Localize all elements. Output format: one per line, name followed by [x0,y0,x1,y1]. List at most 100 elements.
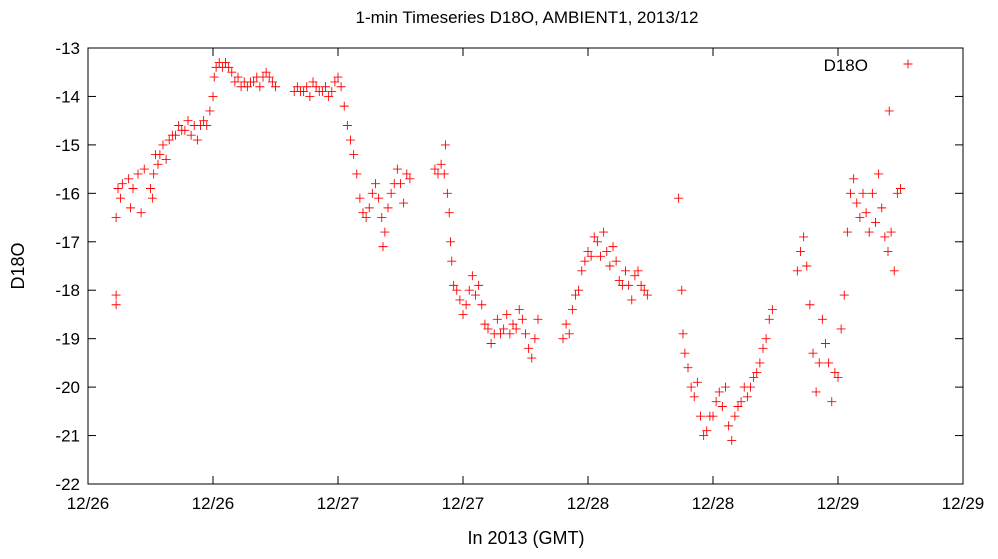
data-point [605,261,615,271]
y-tick-label: -21 [55,427,80,446]
data-point [799,232,809,242]
data-point [884,106,894,116]
data-point [702,426,712,436]
data-point [111,290,121,300]
data-point [327,87,337,97]
data-point [592,237,602,247]
data-point [736,397,746,407]
y-tick-label: -15 [55,136,80,155]
legend-marker [903,59,913,69]
data-point [224,62,234,72]
data-point [864,227,874,237]
data-point [636,280,646,290]
data-point [814,358,824,368]
data-point [508,319,518,329]
data-point [527,353,537,363]
data-point [505,329,515,339]
data-point [567,305,577,315]
data-point [349,150,359,160]
data-point [477,300,487,310]
data-point [380,227,390,237]
data-point [861,208,871,218]
data-point [683,363,693,373]
data-point [480,319,490,329]
data-point [708,411,718,421]
data-point [149,169,159,179]
data-point [402,169,412,179]
data-point [733,401,743,411]
y-tick-label: -19 [55,330,80,349]
data-point [371,179,380,189]
data-point [449,280,459,290]
data-point [746,382,755,392]
data-point [499,324,509,334]
data-point [333,72,343,82]
data-point [852,198,862,208]
data-point [124,174,134,184]
x-tick-label: 12/28 [692,494,735,513]
data-point [486,339,496,349]
data-point [471,290,480,300]
data-point [464,285,474,295]
data-point [311,82,321,92]
data-point [324,91,334,101]
y-tick-label: -16 [55,184,80,203]
x-axis-label: In 2013 (GMT) [467,528,584,548]
data-point [374,193,384,203]
data-point [883,246,893,256]
data-point [267,77,277,87]
data-point [264,72,274,82]
data-point [749,372,759,382]
data-point [230,77,240,87]
data-point [761,334,771,344]
data-point [611,256,621,266]
data-point [889,266,899,276]
data-point [174,121,184,131]
data-point [711,397,721,407]
data-point [399,198,409,208]
data-point [164,135,174,145]
data-point [292,82,302,92]
data-point [444,208,454,218]
data-point [830,368,840,378]
data-point [677,285,687,295]
data-point [126,203,135,213]
data-point [577,266,587,276]
data-point [717,401,727,411]
data-point [346,135,355,145]
y-tick-label: -22 [55,475,80,494]
plot-frame [87,47,964,485]
data-point [133,169,143,179]
data-point [817,314,827,324]
data-point [367,188,377,198]
data-point [233,72,243,82]
data-point [730,411,740,421]
x-tick-label: 12/27 [442,494,485,513]
data-point [317,87,327,97]
data-point [808,348,818,358]
data-point [639,285,649,295]
data-point [355,193,365,203]
data-point [846,188,855,198]
data-point [602,246,612,256]
data-point [827,397,837,407]
data-point [474,280,484,290]
data-point [530,334,540,344]
data-point [339,101,349,111]
data-point [896,183,905,193]
data-point [755,358,765,368]
y-axis: -13 -14 -15 -16 -17 -18 -19 -20 -21 -22 [55,39,963,494]
data-point [533,314,543,324]
data-point [599,227,609,237]
data-point [502,309,512,319]
y-tick-label: -20 [55,378,80,397]
data-point [171,130,180,140]
y-tick-label: -18 [55,281,80,300]
data-point [249,77,259,87]
data-point [111,300,121,310]
data-point [849,174,859,184]
data-point [386,188,396,198]
data-point [128,183,138,193]
data-point [383,203,393,213]
data-point [583,246,593,256]
